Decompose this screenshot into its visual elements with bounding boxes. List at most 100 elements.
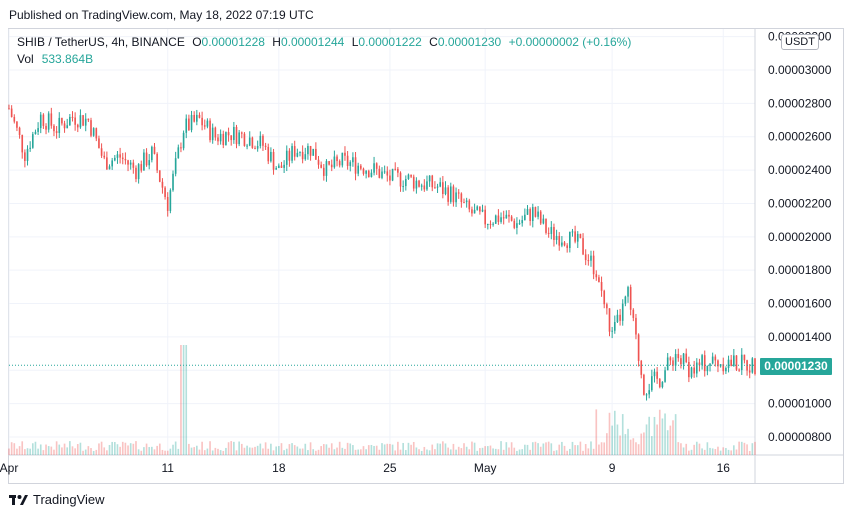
volume-bar [420,450,423,455]
volume-bar [598,444,600,455]
candle-body [137,164,140,180]
y-tick-label: 0.00001600 [768,297,832,311]
volume-bar [288,444,291,455]
candle-body [111,160,113,167]
candle-body [550,227,553,234]
candle-body [161,181,164,188]
volume-bar [53,449,55,455]
volume-bar [412,441,415,455]
candle-body [518,223,521,225]
candle-body [148,160,151,166]
candle-body [352,157,354,163]
open-value: 0.00001228 [201,35,265,49]
candle-body [338,161,341,166]
volume-bar [494,448,497,455]
volume-bar [447,447,449,455]
volume-bar [383,444,386,455]
candle-body [45,125,47,130]
volume-bar [283,450,285,455]
candle-body [526,209,529,215]
candle-body [193,114,195,122]
candle-body [135,167,137,180]
candle-body [301,151,304,160]
volume-bar [719,450,722,455]
volume-bar [442,441,444,455]
volume-bar [16,448,18,455]
volume-bar [709,447,711,455]
volume-bar [465,446,468,455]
candle-body [349,162,352,166]
volume-bar [621,414,624,455]
candle-body [50,113,53,126]
candle-body [108,166,111,170]
volume-bar [529,449,531,455]
candle-body [674,353,677,366]
volume-bar [404,450,407,455]
candle-body [119,154,121,158]
volume-bar [553,450,555,455]
volume-label: Vol [17,52,34,66]
volume-bar [611,425,613,455]
volume-bar [677,442,680,455]
volume-bar [166,450,169,455]
volume-bar [108,444,111,455]
volume-bar [320,446,322,455]
volume-bar [47,446,50,455]
volume-bar [344,448,346,455]
candle-body [576,233,579,242]
volume-bar [31,443,34,455]
volume-bar [315,450,317,455]
volume-bar [576,445,579,455]
candle-body [362,168,365,174]
candle-body [230,135,233,141]
y-tick-label: 0.00002000 [768,230,832,244]
candle-body [270,151,272,162]
volume-bar [651,436,653,455]
candle-body [635,317,637,335]
currency-button[interactable]: USDT [781,34,819,50]
y-tick-label: 0.00002200 [768,196,832,210]
candle-body [378,168,381,178]
volume-bar [26,448,29,455]
candle-body [471,209,473,214]
volume-bar [619,435,621,455]
candle-body [145,152,148,166]
candle-body [127,160,129,165]
volume-bar [590,441,592,455]
candle-body [738,369,740,371]
candle-body [547,232,550,234]
volume-bar [481,447,484,455]
candle-body [529,209,531,221]
volume-bar [317,449,320,455]
volume-bar [656,424,658,455]
volume-bar [722,447,725,455]
volume-bar [698,443,701,455]
candle-body [412,176,415,189]
volume-bar [55,441,58,455]
footer-brand: TradingView [9,492,105,507]
candle-body [619,314,621,321]
volume-bar [106,450,108,455]
volume-bar [188,443,190,455]
candle-body [84,118,87,126]
volume-bar [653,416,656,455]
close-value: 0.00001230 [437,35,502,49]
candle-body [8,108,10,110]
volume-bar [177,448,180,455]
volume-bar [510,442,513,455]
candle-body [664,370,666,382]
candle-body [188,118,190,131]
volume-bar [8,448,10,455]
candle-body [442,182,444,195]
volume-bar [336,447,338,455]
candle-body [447,187,449,202]
candle-body [116,154,119,158]
candle-body [156,153,158,171]
volume-bar [196,445,198,455]
volume-bar [666,430,669,455]
candle-body [489,223,492,225]
volume-bar [489,445,492,455]
candle-body [312,148,315,156]
volume-bar [743,442,746,455]
